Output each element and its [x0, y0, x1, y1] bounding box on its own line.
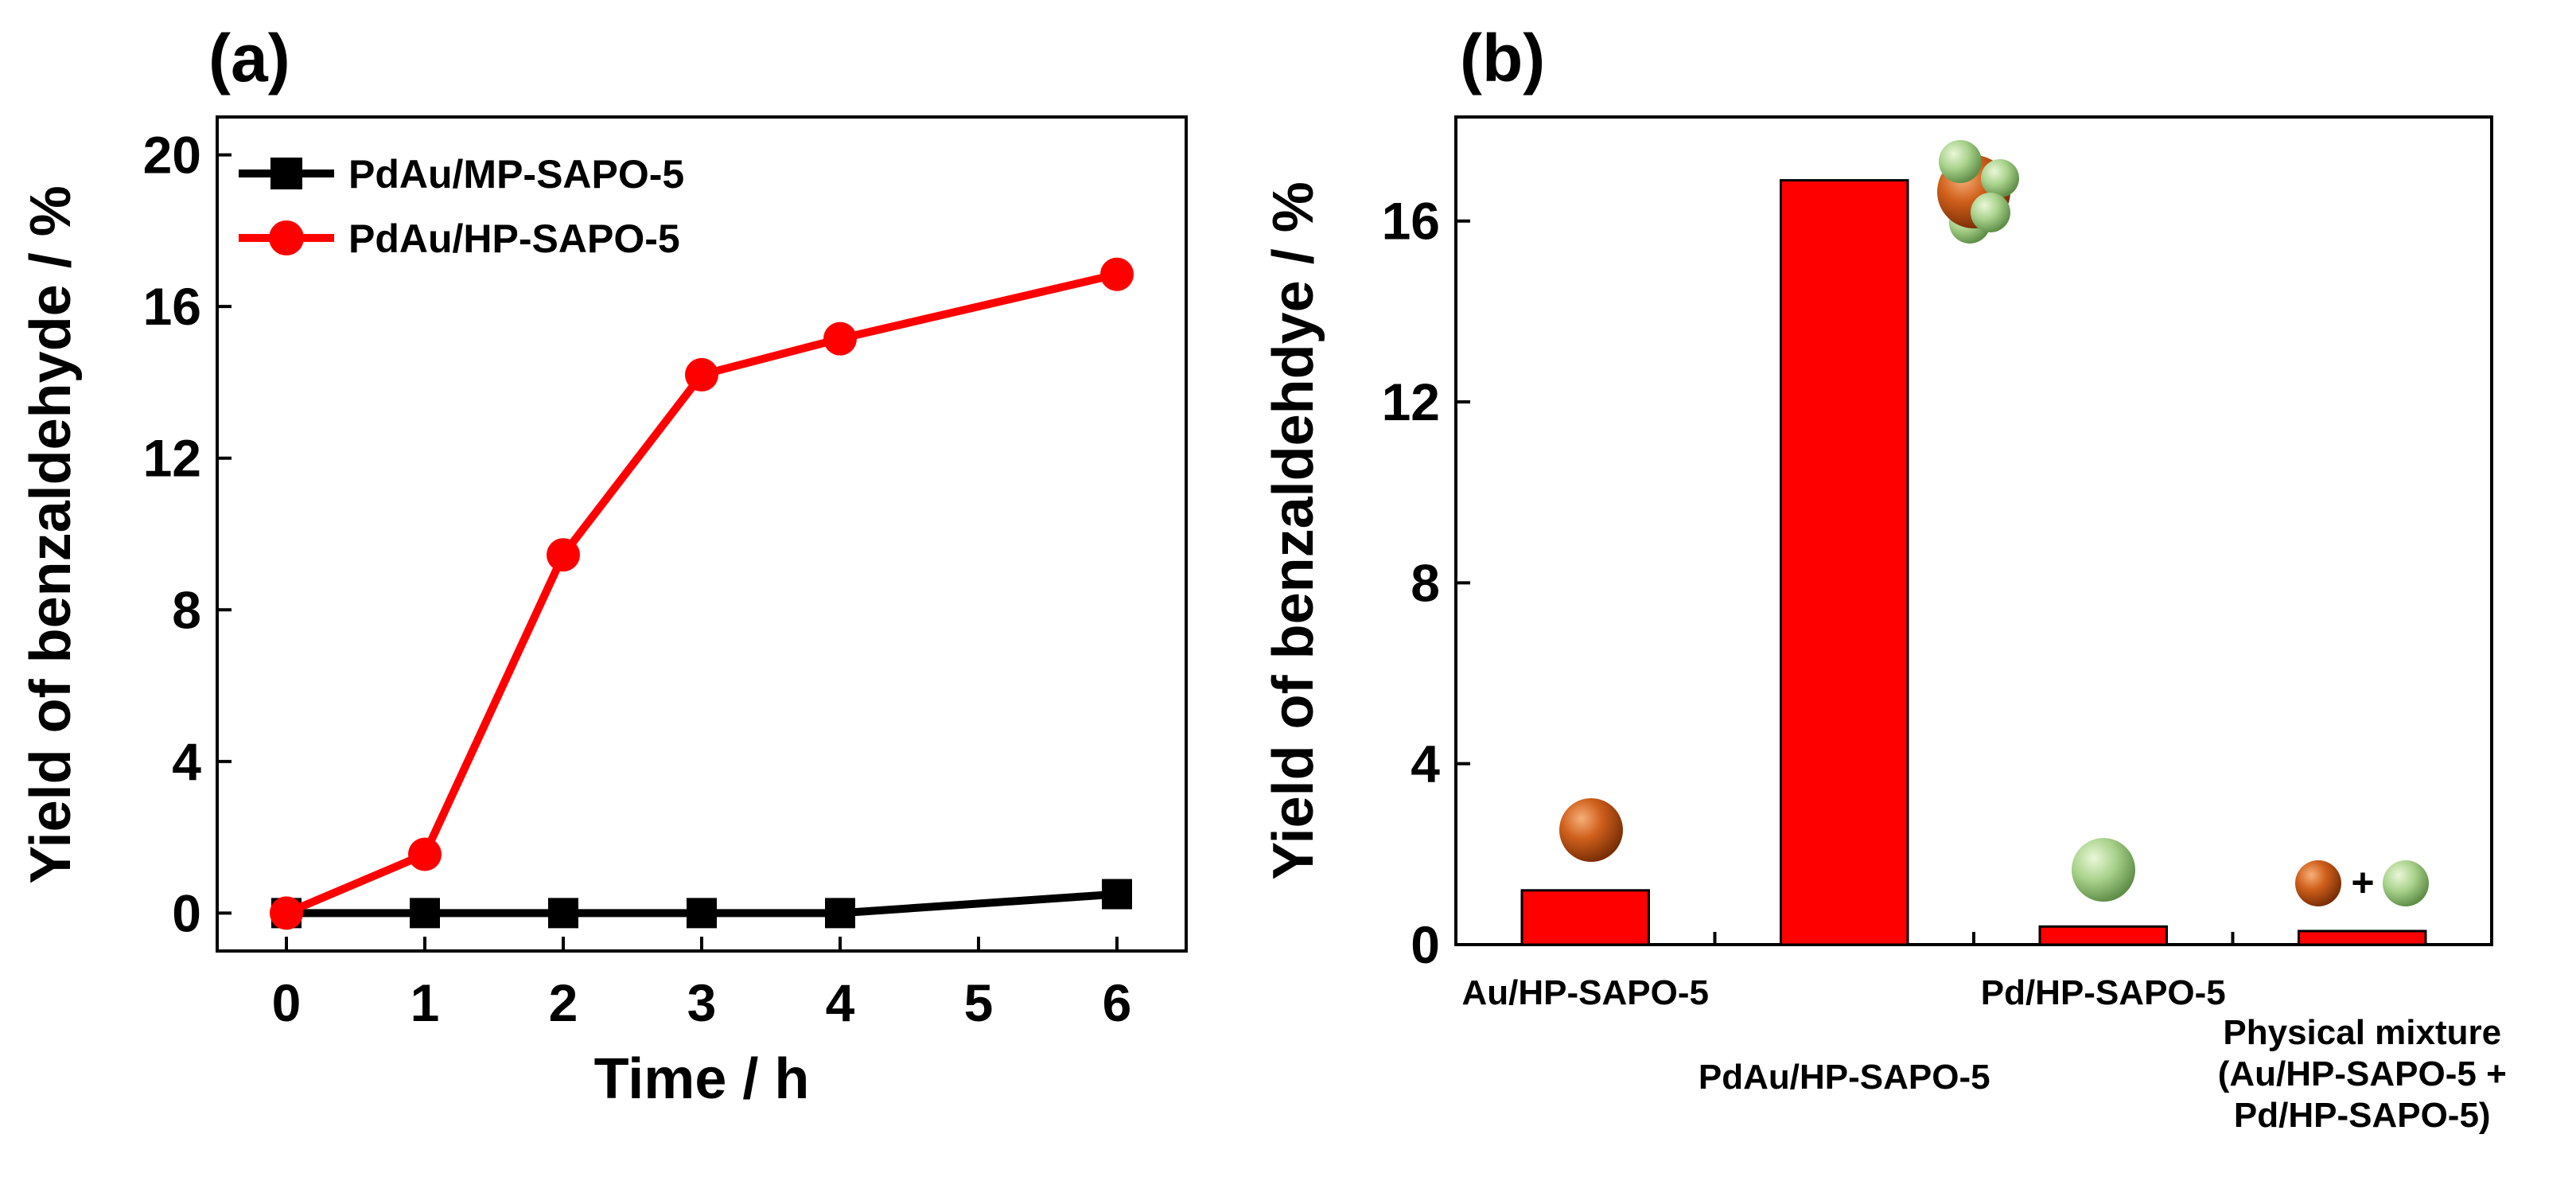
data-point-circle [547, 538, 580, 572]
x-tick-label: 6 [1103, 973, 1132, 1032]
bar [2038, 925, 2168, 946]
category-label: Physical mixture [2223, 1013, 2501, 1052]
panel-a-x-ticks: 0 1 2 3 4 5 6 [272, 937, 1132, 1032]
x-tick-label: 3 [687, 973, 717, 1032]
data-point-square [1102, 879, 1132, 910]
au-plus-pd-icon: + [2295, 860, 2429, 906]
x-tick-label: 0 [272, 973, 302, 1032]
data-point-circle [685, 357, 718, 392]
legend-label-hp: PdAu/HP-SAPO-5 [348, 216, 680, 261]
panel-b-label: (b) [1460, 21, 1545, 95]
pd-particle-icon [2072, 838, 2135, 902]
data-point-square [825, 898, 855, 929]
category-label: Pd/HP-SAPO-5 [1981, 973, 2226, 1012]
data-point-circle [823, 322, 857, 356]
y-tick-label: 16 [1382, 192, 1440, 251]
panel-b-bar-chart: (b) 0 4 8 12 16 Au/HP-SAPO-5 PdAu/HP-SAPO-5 Pd… [1262, 21, 2507, 1135]
y-tick-label: 8 [172, 580, 201, 639]
au-particle-icon [1559, 798, 1623, 862]
y-tick-label: 4 [172, 732, 201, 791]
bar [2298, 930, 2427, 946]
pdau-cluster-icon [1937, 140, 2019, 244]
x-tick-label: 1 [411, 973, 440, 1032]
series-line-mp [286, 890, 1118, 918]
y-tick-label: 12 [143, 429, 201, 488]
legend-marker-circle [269, 220, 304, 255]
panel-a-y-ticks: 0 4 8 12 16 20 [143, 126, 232, 942]
panel-a-x-axis-title: Time / h [594, 1047, 810, 1111]
data-point-circle [270, 896, 303, 930]
panel-a-y-axis-title: Yield of benzaldehyde / % [19, 185, 83, 884]
data-point-square [548, 898, 578, 929]
legend-marker-square [270, 158, 302, 189]
plus-sign: + [2351, 860, 2374, 905]
y-tick-label: 4 [1411, 735, 1440, 793]
panel-b-y-ticks: 0 4 8 12 16 [1382, 192, 2235, 974]
y-tick-label: 8 [1411, 553, 1440, 612]
bar [1780, 179, 1909, 946]
x-tick-label: 2 [549, 973, 578, 1032]
panel-a-series [270, 257, 1134, 930]
data-point-circle [408, 837, 442, 871]
panel-b-bars [1520, 179, 2427, 946]
series-line-hp [285, 270, 1119, 917]
data-point-square [687, 898, 717, 929]
category-label: (Au/HP-SAPO-5 + [2218, 1054, 2507, 1093]
panel-a-legend: PdAu/MP-SAPO-5 PdAu/HP-SAPO-5 [239, 152, 684, 261]
y-tick-label: 12 [1382, 372, 1440, 431]
legend-label-mp: PdAu/MP-SAPO-5 [348, 152, 684, 197]
bar [1520, 889, 1650, 946]
y-tick-label: 0 [1411, 915, 1440, 974]
data-point-square [410, 898, 440, 929]
panel-b-y-axis-title: Yield of benzaldehdye / % [1262, 181, 1325, 880]
data-point-circle [1100, 257, 1134, 291]
category-label: Au/HP-SAPO-5 [1462, 973, 1709, 1012]
category-label: PdAu/HP-SAPO-5 [1699, 1058, 1990, 1097]
y-tick-label: 20 [143, 126, 201, 185]
panel-b-category-labels: Au/HP-SAPO-5 PdAu/HP-SAPO-5 Pd/HP-SAPO-5Ph… [1462, 973, 2507, 1135]
x-tick-label: 4 [826, 973, 855, 1032]
y-tick-label: 16 [143, 277, 201, 336]
y-tick-label: 0 [172, 883, 201, 942]
category-label: Pd/HP-SAPO-5) [2234, 1096, 2491, 1135]
x-tick-label: 5 [964, 973, 994, 1032]
panel-a-label: (a) [208, 21, 290, 95]
